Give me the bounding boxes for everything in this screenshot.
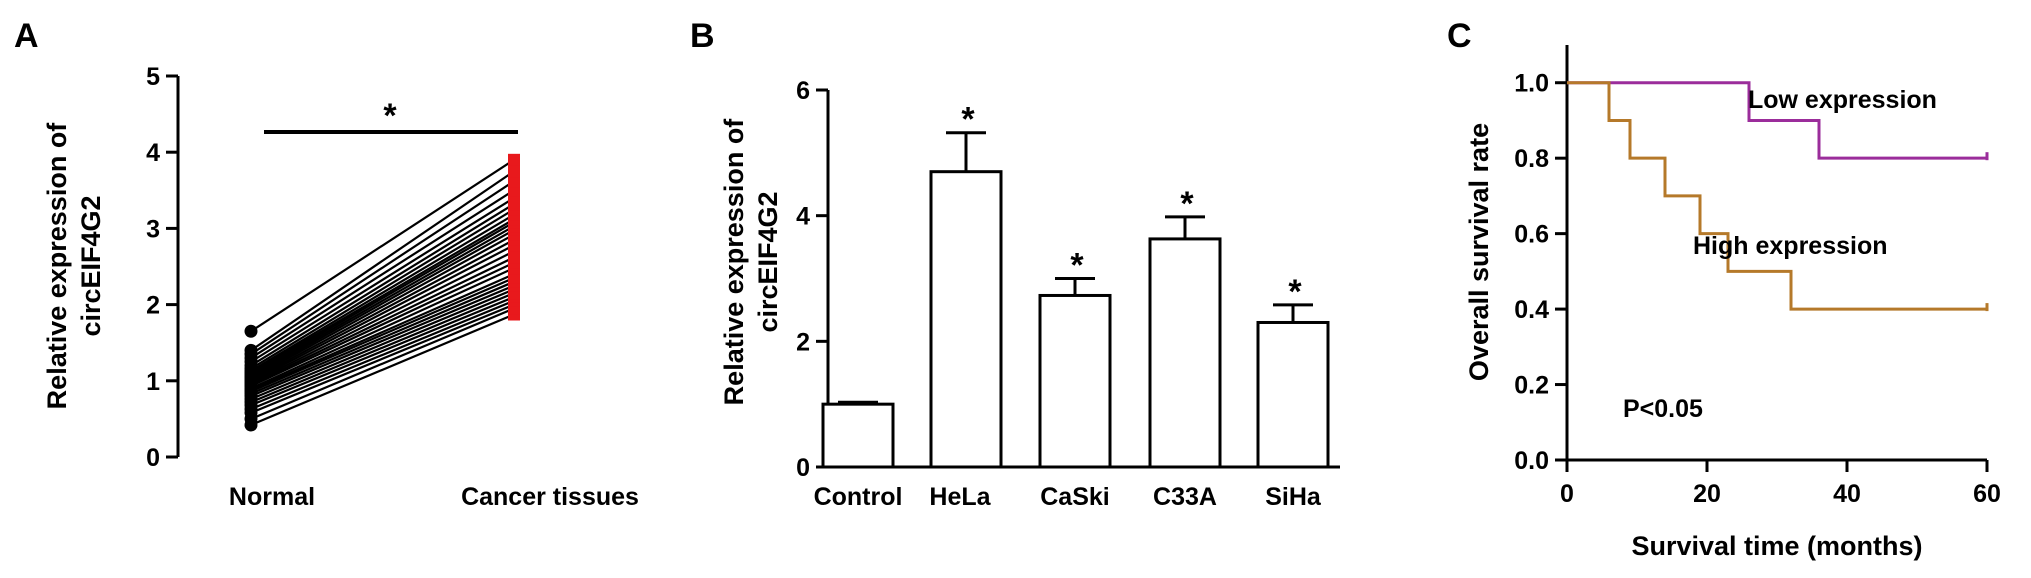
c-series-label: High expression <box>1693 232 1888 260</box>
b-bar <box>1256 320 1330 469</box>
c-survival-curve <box>1567 81 1987 160</box>
c-y-tick-label: 1.0 <box>1514 70 1549 98</box>
b-significance-star: * <box>1070 247 1084 285</box>
a-y-tick-label: 1 <box>146 368 160 396</box>
b-category-label: C33A <box>1153 483 1217 511</box>
a-pair-line <box>250 273 515 391</box>
a-pair-line <box>250 284 515 398</box>
b-y-axis-title-line: circEIF4G2 <box>753 191 783 332</box>
a-y-tick-label: 2 <box>146 292 160 320</box>
a-pair-line <box>250 213 515 372</box>
b-bar <box>821 402 895 469</box>
c-y-tick-label: 0.4 <box>1514 296 1549 324</box>
b-category-label: HeLa <box>929 483 991 511</box>
a-y-axis-title: Relative expression of circEIF4G2 <box>42 122 106 410</box>
a-pair-line <box>250 288 515 401</box>
panel-a-letter: A <box>14 17 39 55</box>
a-pair-line <box>250 221 515 375</box>
a-pair-line <box>250 256 515 386</box>
panel-b-letter: B <box>690 17 715 55</box>
a-y-tick-label: 4 <box>146 139 160 167</box>
a-y-tick-label: 3 <box>146 215 160 243</box>
a-category-label: Normal <box>229 483 315 511</box>
b-category-label: Control <box>814 483 903 511</box>
a-y-axis-title-line: circEIF4G2 <box>76 195 106 336</box>
a-normal-point <box>244 324 258 338</box>
a-pair-line <box>250 218 515 374</box>
c-series-label: Low expression <box>1748 86 1937 114</box>
a-pair-line <box>250 196 515 363</box>
b-y-axis-title: Relative expression of circEIF4G2 <box>719 118 783 406</box>
a-pair-line <box>250 261 515 388</box>
c-x-tick-label: 60 <box>1973 480 2001 508</box>
b-category-label: CaSki <box>1040 483 1109 511</box>
b-category-label: SiHa <box>1265 483 1322 511</box>
a-pair-line <box>250 158 515 333</box>
c-x-tick-label: 20 <box>1693 480 1721 508</box>
a-cancer-point <box>508 153 520 166</box>
b-significance-star: * <box>961 101 975 139</box>
b-significance-star: * <box>1180 185 1194 223</box>
a-pair-line <box>250 276 515 393</box>
c-p-value-annotation: P<0.05 <box>1623 395 1703 423</box>
b-y-tick-label: 4 <box>796 203 810 231</box>
a-pair-line <box>250 303 515 414</box>
a-cancer-point <box>508 165 520 178</box>
c-y-tick-label: 0.6 <box>1514 221 1549 249</box>
c-y-tick-label: 0.0 <box>1514 447 1549 475</box>
a-pair-line <box>250 208 515 370</box>
c-x-axis-title: Survival time (months) <box>1631 531 1922 561</box>
panel-c-chart: 0.0 0.2 0.4 0.6 0.8 1.0 0 20 40 60 Overall surviva… <box>1464 45 2001 561</box>
a-pair-line <box>250 233 515 380</box>
a-pair-line <box>250 203 515 367</box>
b-bar <box>1148 237 1222 469</box>
a-pair-line <box>250 180 515 356</box>
b-bar <box>929 170 1003 469</box>
a-y-axis-title-line: Relative expression of <box>42 122 72 410</box>
a-pair-line <box>250 238 515 382</box>
a-pair-line <box>250 170 515 352</box>
a-pair-line <box>250 313 515 427</box>
a-cancer-point <box>508 184 520 197</box>
b-significance-star: * <box>1288 273 1302 311</box>
a-pair-line <box>250 189 515 359</box>
a-pair-line <box>250 280 515 395</box>
b-y-tick-label: 2 <box>796 328 810 356</box>
panel-a-chart: 0 1 2 3 4 5 Relative expression of circEIF4G2 No… <box>42 63 639 511</box>
a-pair-line <box>250 228 515 378</box>
a-category-label: Cancer tissues <box>461 483 639 511</box>
a-pair-line <box>250 292 515 404</box>
c-y-tick-label: 0.8 <box>1514 145 1549 173</box>
a-cancer-point <box>508 175 520 188</box>
b-y-tick-label: 6 <box>796 77 810 105</box>
b-y-axis-title-line: Relative expression of <box>719 118 749 406</box>
a-pair-line <box>250 299 515 411</box>
b-bar <box>1038 293 1112 469</box>
c-x-tick-label: 0 <box>1560 480 1574 508</box>
b-y-tick-label: 0 <box>796 454 810 482</box>
a-normal-point <box>244 343 258 357</box>
a-y-tick-label: 0 <box>146 444 160 472</box>
panel-c-letter: C <box>1447 17 1472 55</box>
a-pair-line <box>250 225 515 377</box>
a-pair-line <box>250 244 515 383</box>
panel-b-chart: 0 2 4 6 Relative expression of circEIF4G2 Cont… <box>719 77 1340 511</box>
c-y-tick-label: 0.2 <box>1514 372 1549 400</box>
a-pair-line <box>250 267 515 390</box>
a-pair-line <box>250 307 515 420</box>
a-pair-line <box>250 295 515 407</box>
a-pair-line <box>250 250 515 385</box>
a-y-tick-label: 5 <box>146 63 160 91</box>
c-survival-curve <box>1567 81 1987 311</box>
c-x-tick-label: 40 <box>1833 480 1861 508</box>
a-significance-star: * <box>383 97 397 135</box>
c-y-axis-title: Overall survival rate <box>1464 123 1494 381</box>
